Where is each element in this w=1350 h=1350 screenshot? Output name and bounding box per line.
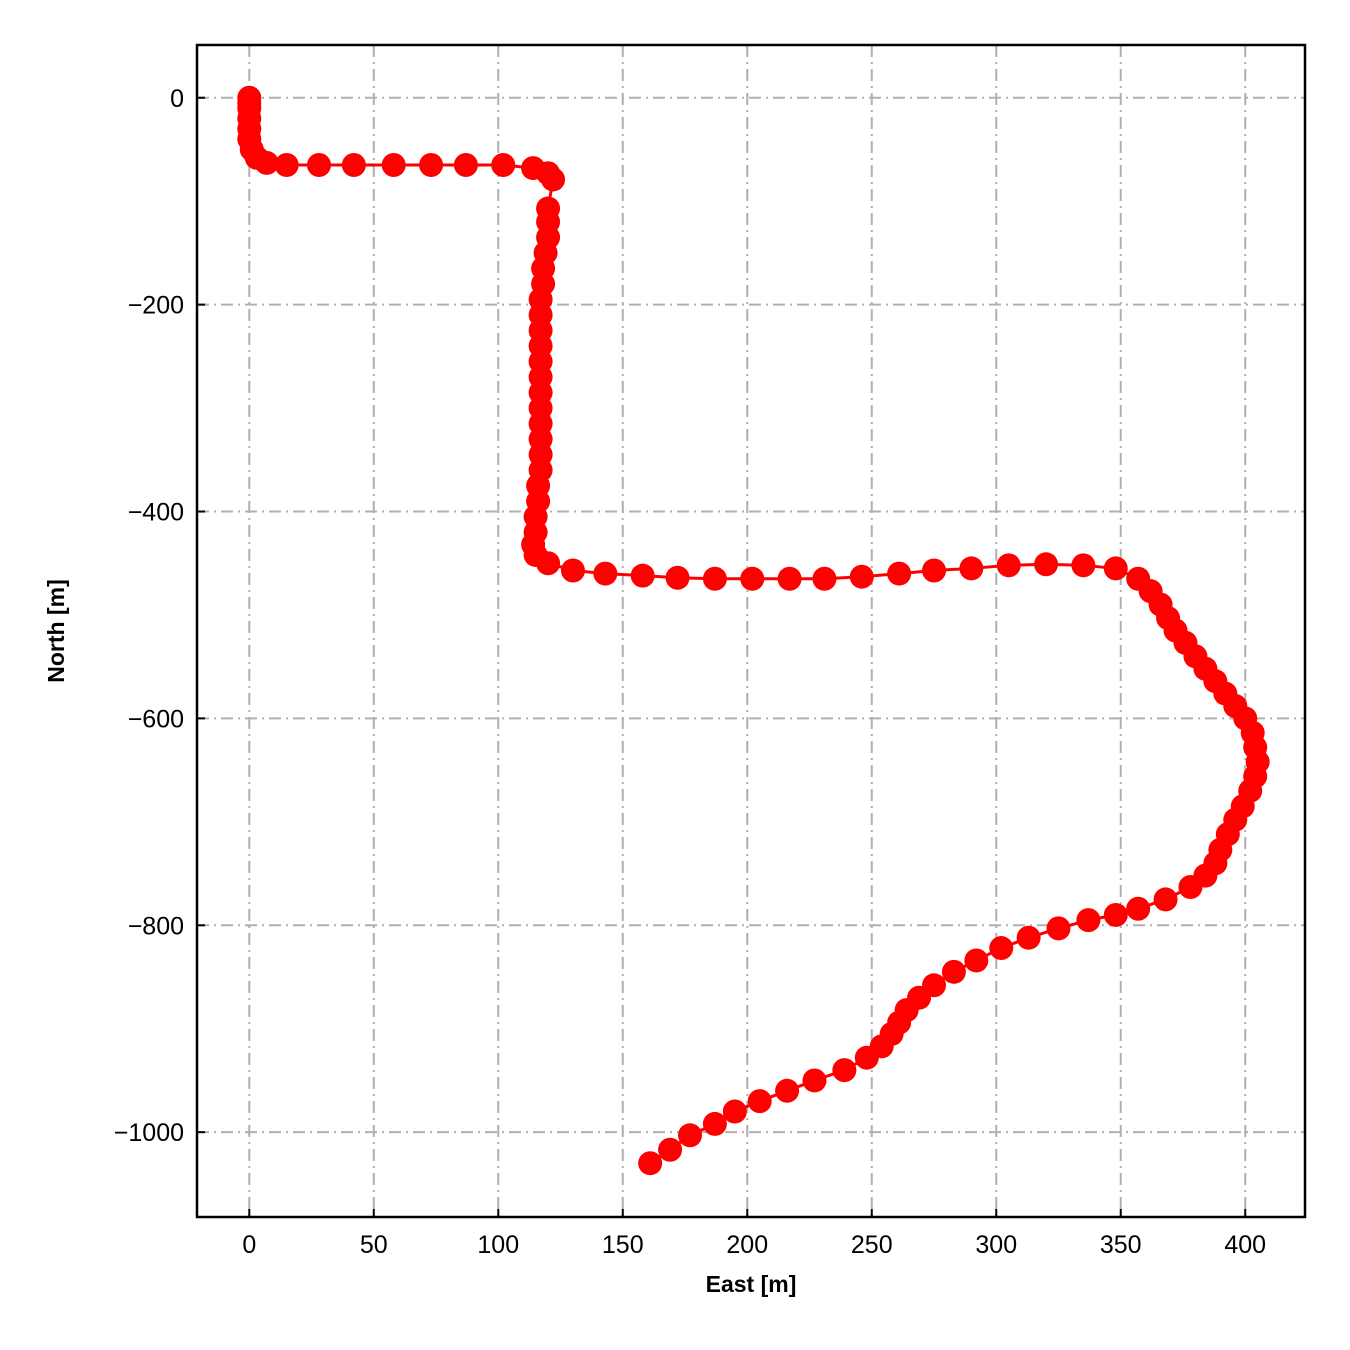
marker <box>887 561 912 586</box>
marker <box>1103 902 1128 927</box>
marker <box>964 948 989 973</box>
plot-frame <box>195 43 1307 1219</box>
marker <box>941 959 966 984</box>
marker <box>802 1068 827 1093</box>
marker <box>491 152 516 177</box>
marker <box>1153 887 1178 912</box>
marker <box>722 1099 747 1124</box>
y-tick-label: 0 <box>170 85 184 113</box>
marker <box>854 1045 879 1070</box>
marker <box>740 566 765 591</box>
marker <box>989 936 1014 961</box>
marker <box>593 561 618 586</box>
x-tick-label: 0 <box>242 1231 256 1259</box>
marker <box>381 152 406 177</box>
marker <box>630 563 655 588</box>
x-tick-label: 350 <box>1100 1231 1142 1259</box>
marker <box>658 1137 683 1162</box>
marker <box>638 1151 663 1176</box>
marker <box>254 150 279 175</box>
y-tick-label: −400 <box>128 499 184 527</box>
x-axis-label: East [m] <box>706 1271 797 1297</box>
marker <box>1178 875 1203 900</box>
marker <box>560 558 585 583</box>
x-tick-label: 150 <box>602 1231 644 1259</box>
marker <box>419 152 444 177</box>
y-tick-label: −200 <box>128 292 184 320</box>
marker <box>996 553 1021 578</box>
marker <box>777 566 802 591</box>
marker <box>702 566 727 591</box>
y-tick-label: −1000 <box>114 1119 184 1147</box>
marker <box>1126 896 1151 921</box>
marker <box>341 152 366 177</box>
marker <box>665 565 690 590</box>
marker <box>747 1089 772 1114</box>
x-tick-label: 100 <box>477 1231 519 1259</box>
marker <box>1016 925 1041 950</box>
marker <box>922 558 947 583</box>
marker <box>1034 552 1059 577</box>
marker <box>702 1111 727 1136</box>
y-axis-label: North [m] <box>43 579 69 682</box>
marker <box>1103 556 1128 581</box>
marker <box>959 556 984 581</box>
y-tick-label: −600 <box>128 705 184 733</box>
marker <box>541 167 566 192</box>
marker <box>812 566 837 591</box>
marker <box>849 564 874 589</box>
x-tick-label: 50 <box>360 1231 388 1259</box>
marker <box>832 1058 857 1083</box>
line <box>247 97 1260 1165</box>
marker <box>1071 553 1096 578</box>
x-tick-label: 300 <box>975 1231 1017 1259</box>
marker <box>274 152 299 177</box>
marker <box>307 152 332 177</box>
marker <box>1046 916 1071 941</box>
y-tick-label: −800 <box>128 912 184 940</box>
marker <box>775 1078 800 1103</box>
marker <box>677 1123 702 1148</box>
x-tick-label: 200 <box>726 1231 768 1259</box>
marker <box>536 551 561 576</box>
x-tick-label: 400 <box>1224 1231 1266 1259</box>
marker <box>453 152 478 177</box>
x-tick-label: 250 <box>851 1231 893 1259</box>
marker <box>1076 908 1101 933</box>
